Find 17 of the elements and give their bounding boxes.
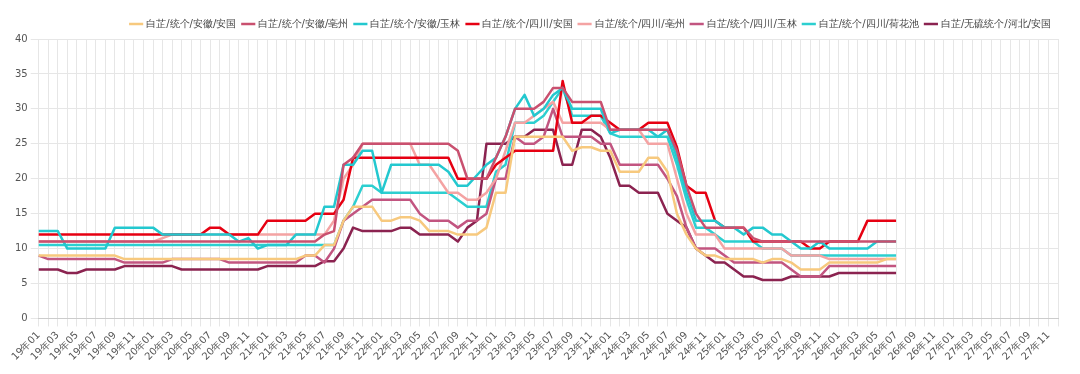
legend-label: 白芷/统个/四川/亳州 [594, 17, 685, 29]
legend-label: 白芷/统个/四川/安国 [482, 17, 573, 29]
y-tick-label: 30 [14, 102, 28, 114]
y-tick-label: 35 [14, 67, 28, 79]
y-tick-label: 25 [14, 137, 28, 149]
legend-label: 白芷/统个/安徽/亳州 [258, 17, 349, 29]
legend-label: 白芷/统个/安徽/玉林 [370, 17, 461, 29]
legend-label: 白芷/统个/四川/玉林 [706, 17, 797, 29]
legend-label: 白芷/统个/安徽/安国 [146, 17, 237, 29]
y-tick-label: 10 [14, 242, 28, 254]
legend-label: 白芷/统个/四川/荷花池 [818, 17, 919, 29]
y-tick-label: 40 [14, 32, 28, 44]
y-tick-label: 15 [14, 207, 28, 219]
legend-label: 白芷/无硫统个/河北/安国 [940, 17, 1051, 29]
y-tick-label: 5 [21, 277, 28, 289]
y-tick-label: 20 [14, 172, 28, 184]
y-tick-label: 0 [21, 312, 28, 324]
